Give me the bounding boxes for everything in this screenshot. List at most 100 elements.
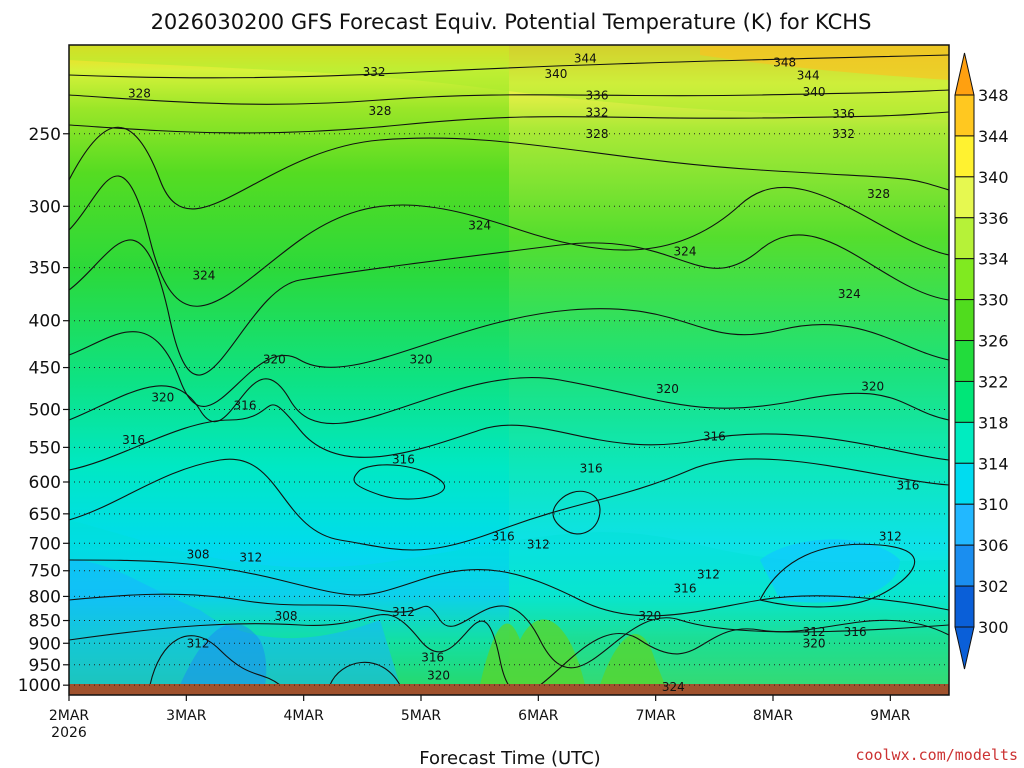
contour-label: 316 (421, 651, 444, 665)
colorbar-tick-label: 344 (978, 127, 1009, 146)
contour-label: 332 (586, 106, 609, 120)
contour-label: 332 (832, 127, 855, 141)
contour-label: 320 (410, 353, 433, 367)
contour-label: 324 (674, 244, 697, 258)
x-tick-label: 8MAR (753, 708, 794, 724)
contour-label: 320 (861, 380, 884, 394)
contour-line (69, 54, 949, 79)
y-axis: 2503003504004505005506006507007508008509… (18, 125, 69, 696)
y-tick-label: 950 (29, 656, 61, 676)
contour-label: 320 (427, 669, 450, 683)
plot-frame (68, 44, 950, 696)
contour-line (69, 308, 949, 407)
y-tick-label: 500 (29, 400, 61, 420)
contour-label: 328 (586, 127, 609, 141)
contour-label: 324 (192, 268, 215, 282)
top-right-warm (700, 45, 949, 80)
colorbar-tick-label: 306 (978, 536, 1009, 555)
contour-label: 340 (544, 67, 567, 81)
contour-label: 316 (580, 462, 603, 476)
contour-label: 316 (896, 478, 919, 492)
contour-label: 308 (187, 548, 210, 562)
y-tick-label: 800 (29, 587, 61, 607)
contour-label: 316 (674, 581, 697, 595)
x-tick-label: 2MAR (49, 708, 90, 724)
y-tick-label: 700 (29, 534, 61, 554)
contour-line (69, 175, 949, 307)
contour-line (552, 490, 601, 535)
colorbar-tick-label: 310 (978, 495, 1009, 514)
credit-text: coolwx.com/modelts (855, 746, 1018, 764)
contour-lines (69, 54, 949, 685)
contour-label: 312 (697, 567, 720, 581)
warm-surface-patch-2 (600, 634, 665, 685)
contour-label: 316 (703, 429, 726, 443)
contour-label: 308 (275, 609, 298, 623)
x-tick-label: 7MAR (636, 708, 677, 724)
upper-warm-band (69, 45, 949, 120)
contour-label: 316 (122, 433, 145, 447)
x-axis: 2MAR 3MAR 4MAR 5MAR 6MAR 7MAR 8MAR 9MAR 2026 (49, 695, 911, 741)
contour-label: 324 (468, 219, 491, 233)
x-tick-label: 4MAR (284, 708, 325, 724)
contour-label: 312 (392, 605, 415, 619)
colorbar-segment (954, 94, 975, 137)
contour-label: 348 (773, 56, 796, 70)
x-tick-label: 5MAR (401, 708, 442, 724)
contour-line (69, 404, 949, 471)
x-tick-year: 2026 (51, 725, 87, 741)
contour-label: 320 (656, 382, 679, 396)
x-axis-label: Forecast Time (UTC) (419, 748, 600, 768)
cold-pocket-low (69, 560, 400, 685)
colorbar-tick-label: 300 (978, 618, 1009, 637)
colorbar-tick-label: 322 (978, 372, 1009, 391)
colorbar-tick-label: 340 (978, 168, 1009, 187)
contour-label: 324 (838, 287, 861, 301)
colorbar-tick-label: 348 (978, 86, 1009, 105)
field-left (69, 45, 509, 685)
colorbar-segment (954, 503, 975, 546)
colorbar-segment (954, 585, 975, 628)
contour-label: 344 (797, 69, 820, 83)
terrain-band (69, 684, 949, 695)
contour-label: 316 (392, 452, 415, 466)
contour-label: 336 (586, 88, 609, 102)
contour-line (69, 614, 949, 685)
contour-line (759, 543, 916, 608)
colorbar-tick-label: 330 (978, 291, 1009, 310)
contour-label: 336 (832, 107, 855, 121)
contour-label: 340 (803, 85, 826, 99)
colorbar-tick-label: 336 (978, 209, 1009, 228)
y-tick-label: 850 (29, 612, 61, 632)
contour-line (329, 661, 401, 685)
contour-label: 316 (234, 398, 257, 412)
colorbar-segment (954, 462, 975, 505)
colorbar-segment (954, 135, 975, 178)
contour-label: 320 (803, 636, 826, 650)
plot-area (69, 45, 949, 685)
y-tick-label: 750 (29, 562, 61, 582)
contour-label: 320 (151, 390, 174, 404)
colorbar-segment (954, 258, 975, 301)
contour-line (69, 126, 949, 210)
grid-lines (69, 133, 949, 686)
y-tick-label: 900 (29, 634, 61, 654)
y-tick-label: 650 (29, 505, 61, 525)
contour-label: 316 (844, 625, 867, 639)
contour-label: 312 (239, 550, 262, 564)
colorbar-tick-label: 302 (978, 577, 1009, 596)
x-tick-label: 9MAR (870, 708, 911, 724)
colorbar-top-arrow (954, 52, 975, 96)
y-tick-label: 600 (29, 473, 61, 493)
y-tick-label: 300 (29, 197, 61, 217)
contour-label: 312 (879, 529, 902, 543)
contour-label: 312 (527, 537, 550, 551)
colorbar-segment (954, 299, 975, 342)
y-tick-label: 250 (29, 125, 61, 145)
contour-label: 328 (368, 104, 391, 118)
colorbar-bottom-arrow (954, 626, 975, 670)
contour-line (353, 464, 446, 500)
colorbar-tick-label: 334 (978, 250, 1009, 269)
